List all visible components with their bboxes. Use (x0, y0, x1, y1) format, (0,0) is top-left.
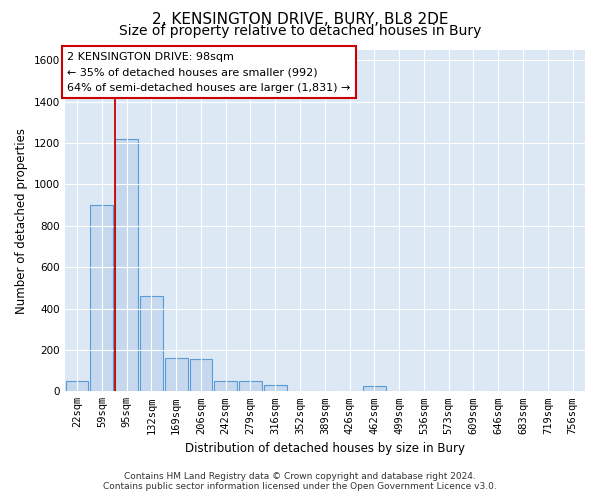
Bar (363, 386, 386, 392)
Y-axis label: Number of detached properties: Number of detached properties (15, 128, 28, 314)
X-axis label: Distribution of detached houses by size in Bury: Distribution of detached houses by size … (185, 442, 465, 455)
Bar (214, 381, 237, 392)
Bar (140, 296, 163, 392)
Bar (264, 385, 287, 392)
Bar (190, 359, 212, 392)
Text: Size of property relative to detached houses in Bury: Size of property relative to detached ho… (119, 24, 481, 38)
Text: 2, KENSINGTON DRIVE, BURY, BL8 2DE: 2, KENSINGTON DRIVE, BURY, BL8 2DE (152, 12, 448, 26)
Text: 2 KENSINGTON DRIVE: 98sqm
← 35% of detached houses are smaller (992)
64% of semi: 2 KENSINGTON DRIVE: 98sqm ← 35% of detac… (67, 52, 350, 93)
Bar (239, 381, 262, 392)
Text: Contains HM Land Registry data © Crown copyright and database right 2024.
Contai: Contains HM Land Registry data © Crown c… (103, 472, 497, 491)
Bar (65, 381, 88, 392)
Bar (91, 205, 113, 392)
Bar (115, 139, 138, 392)
Bar (165, 358, 188, 392)
